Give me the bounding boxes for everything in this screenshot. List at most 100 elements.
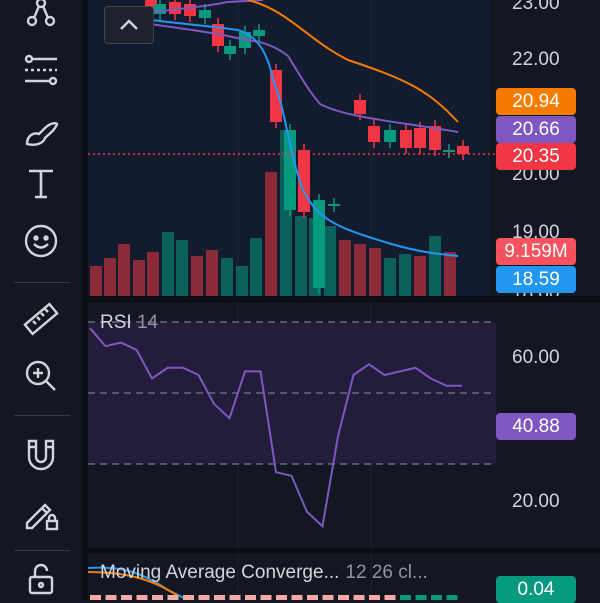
rsi-period: 14 [136, 312, 159, 333]
price-axis-label: 19.00 [512, 222, 560, 243]
price-tag-bb: 18.59 [496, 266, 576, 293]
candle-body [384, 130, 396, 142]
macd-histogram-bar [260, 595, 272, 600]
candle-body [224, 46, 236, 54]
rsi-axis-label: 60.00 [512, 347, 560, 368]
macd-histogram-bar [400, 595, 411, 600]
candle-body [184, 4, 196, 16]
chart-area[interactable]: 23.00 22.00 20.00 19.00 18.00 20.94 20.6… [88, 0, 600, 603]
toolbar-divider [14, 415, 70, 416]
candle-body [429, 126, 441, 150]
macd-histogram-bar [353, 595, 365, 600]
macd-histogram-bar [307, 595, 318, 600]
candle-body [328, 204, 340, 206]
candle-body [169, 2, 181, 14]
candle-body [414, 128, 426, 148]
volume-bar [369, 248, 381, 296]
macd-histogram-bar [214, 595, 225, 600]
macd-histogram-bar [322, 595, 334, 600]
candlesticks [145, 0, 469, 294]
macd-histogram [90, 595, 458, 600]
collapse-button[interactable] [104, 6, 154, 44]
volume-bar [250, 238, 262, 296]
macd-histogram-bar [121, 595, 132, 600]
volume-bar [206, 250, 218, 296]
volume-bar [399, 254, 411, 296]
macd-histogram-bar [415, 595, 427, 600]
ema-orange-line [247, 0, 459, 123]
macd-histogram-bar [431, 595, 442, 600]
macd-histogram-bar [167, 595, 179, 600]
volume-bar [191, 256, 203, 296]
volume-bar [147, 252, 159, 296]
price-axis-label: 23.00 [512, 0, 560, 14]
price-tag-ma: 20.66 [496, 116, 576, 143]
macd-histogram-bar [136, 595, 148, 600]
volume-bar [118, 244, 130, 296]
volume-bars [90, 130, 456, 296]
brush-tool-icon[interactable] [18, 107, 64, 153]
macd-histogram-bar [338, 595, 349, 600]
volume-bar [104, 258, 116, 296]
macd-histogram-bar [369, 595, 380, 600]
emoji-tool-icon[interactable] [18, 218, 64, 264]
price-axis-label: 22.00 [512, 49, 560, 70]
candle-body [400, 130, 412, 148]
bb-blue-line [105, 11, 459, 257]
macd-histogram-bar [183, 595, 194, 600]
lock-drawing-tool-icon[interactable] [18, 490, 64, 536]
volume-bar [444, 252, 456, 296]
rsi-legend[interactable]: RSI 14 [100, 312, 158, 334]
candle-body [443, 150, 455, 152]
volume-bar [133, 260, 145, 296]
drawing-toolbar [0, 0, 82, 600]
rsi-value-tag: 40.88 [496, 413, 576, 440]
macd-histogram-bar [446, 595, 458, 600]
volume-bar [176, 240, 188, 296]
volume-tag: 9.159M [496, 238, 576, 265]
candle-body [313, 200, 325, 288]
trend-line-tool-icon[interactable] [18, 0, 64, 34]
volume-bar [265, 172, 277, 296]
volume-bar [90, 266, 102, 296]
macd-signal-line [88, 571, 179, 597]
candle-body [368, 126, 380, 142]
rsi-title: RSI [100, 312, 132, 333]
chart-canvas [88, 0, 600, 600]
volume-bar [384, 258, 396, 296]
volume-bar [414, 256, 426, 296]
pane-separator [88, 548, 600, 554]
zoom-in-tool-icon[interactable] [18, 353, 64, 399]
price-tag-ema: 20.94 [496, 88, 576, 115]
toolbar-divider [14, 282, 70, 283]
candle-body [270, 70, 282, 122]
candle-body [284, 130, 296, 210]
toolbar-divider [14, 550, 70, 551]
price-tag-last: 20.35 [496, 143, 576, 170]
macd-histogram-bar [245, 595, 256, 600]
rsi-axis-label: 20.00 [512, 491, 560, 512]
chevron-up-icon [120, 19, 138, 30]
macd-histogram-bar [198, 595, 210, 600]
volume-bar [162, 232, 174, 296]
pane-separator [88, 296, 600, 302]
macd-histogram-bar [229, 595, 241, 600]
ma-purple-line [105, 17, 459, 133]
fib-retracement-tool-icon[interactable] [18, 47, 64, 93]
text-tool-icon[interactable] [18, 160, 64, 206]
macd-histogram-bar [384, 595, 396, 600]
volume-bar [354, 244, 366, 296]
macd-histogram-bar [152, 595, 163, 600]
ruler-tool-icon[interactable] [18, 296, 64, 342]
panel-divider [82, 0, 88, 600]
rsi-line [89, 327, 462, 529]
macd-value-tag: 0.04 [496, 576, 576, 603]
macd-histogram-bar [105, 595, 117, 600]
candle-body [154, 4, 166, 14]
volume-bar [429, 236, 441, 296]
macd-legend[interactable]: Moving Average Converge... 12 26 cl... [100, 562, 428, 584]
volume-bar [221, 258, 233, 296]
unlock-icon[interactable] [18, 556, 64, 602]
candle-body [253, 30, 265, 36]
magnet-tool-icon[interactable] [18, 432, 64, 478]
